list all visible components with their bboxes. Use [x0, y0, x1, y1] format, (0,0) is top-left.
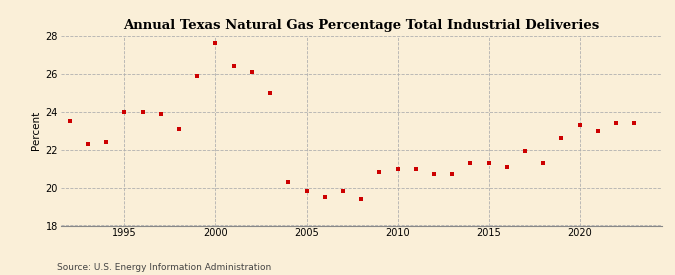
Title: Annual Texas Natural Gas Percentage Total Industrial Deliveries: Annual Texas Natural Gas Percentage Tota… [123, 19, 599, 32]
Point [392, 166, 403, 171]
Point [556, 136, 567, 141]
Point [192, 73, 202, 78]
Y-axis label: Percent: Percent [31, 111, 41, 150]
Point [319, 195, 330, 199]
Point [82, 142, 93, 146]
Point [520, 149, 531, 154]
Point [593, 128, 603, 133]
Point [611, 121, 622, 125]
Point [137, 109, 148, 114]
Point [173, 126, 184, 131]
Point [155, 111, 166, 116]
Point [410, 166, 421, 171]
Point [629, 121, 640, 125]
Text: Source: U.S. Energy Information Administration: Source: U.S. Energy Information Administ… [57, 263, 271, 272]
Point [447, 172, 458, 177]
Point [246, 70, 257, 74]
Point [502, 164, 512, 169]
Point [283, 180, 294, 184]
Point [101, 140, 111, 144]
Point [228, 64, 239, 68]
Point [538, 161, 549, 165]
Point [301, 189, 312, 194]
Point [64, 119, 75, 123]
Point [374, 170, 385, 175]
Point [338, 189, 348, 194]
Point [483, 161, 494, 165]
Point [356, 197, 367, 201]
Point [574, 123, 585, 127]
Point [265, 90, 275, 95]
Point [465, 161, 476, 165]
Point [119, 109, 130, 114]
Point [210, 41, 221, 46]
Point [429, 172, 439, 177]
